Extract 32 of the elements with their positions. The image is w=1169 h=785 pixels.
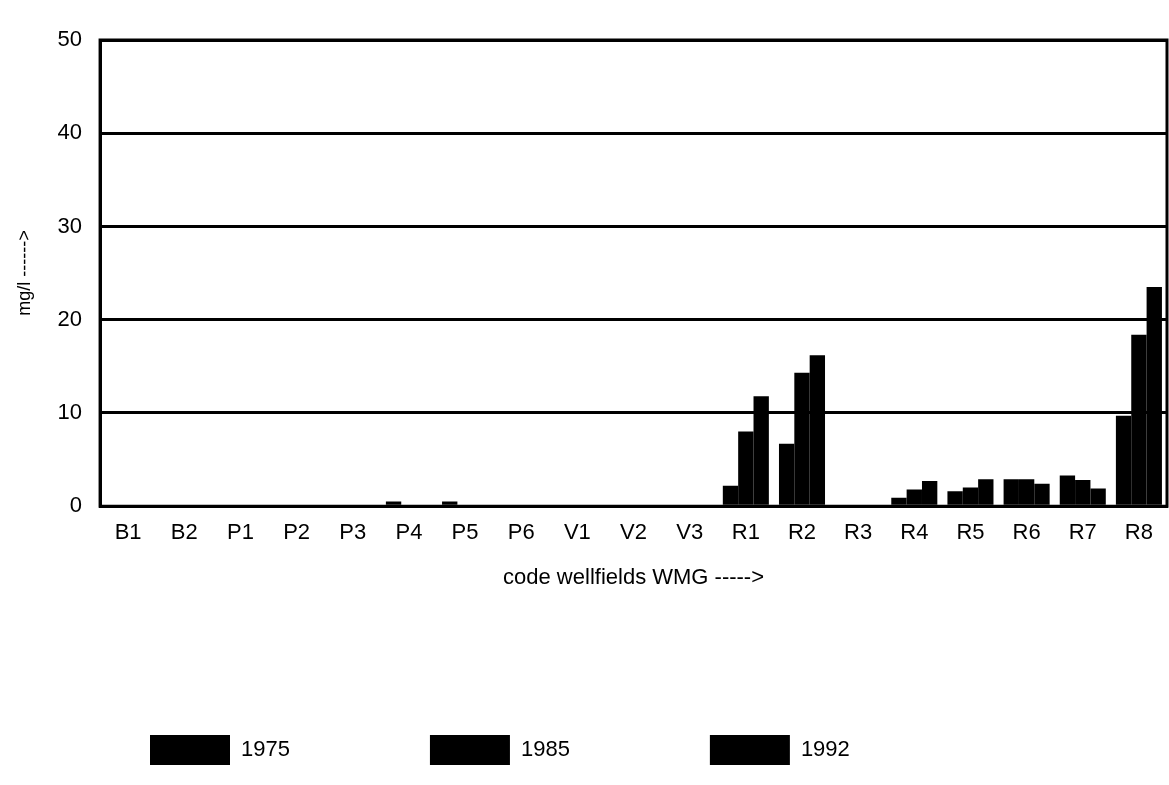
x-axis-title: code wellfields WMG -----> [503,563,765,589]
y-tick-label: 40 [57,119,83,145]
legend-label: 1975 [241,736,290,762]
x-tick-label: P2 [283,519,311,545]
x-tick-label: R8 [1124,519,1153,545]
bar [385,501,402,505]
y-tick-label: 20 [57,305,83,331]
x-tick-label: B1 [114,519,142,545]
y-tick-label: 0 [69,492,83,518]
x-tick-label: R6 [1012,519,1041,545]
x-tick-label: V2 [620,519,647,545]
x-tick-label: P3 [339,519,367,545]
x-tick-label: R3 [844,519,873,545]
legend-label: 1992 [800,736,850,762]
x-tick-label: R7 [1068,519,1097,545]
y-tick-label: 10 [57,399,83,425]
x-tick-label: P1 [227,519,254,545]
x-tick-label: P4 [395,519,423,545]
x-tick-label: V3 [676,519,704,545]
y-axis-title: mg/l ------> [13,230,34,316]
bar [442,501,458,505]
x-tick-label: R2 [787,519,817,545]
y-tick-label: 30 [57,212,83,238]
x-tick-label: R5 [956,519,985,545]
x-tick-label: R4 [900,519,929,545]
x-tick-label: P5 [451,519,479,545]
x-tick-label: P6 [507,519,535,545]
legend-label: 1985 [520,736,570,762]
x-tick-label: R1 [731,519,760,545]
y-tick-label: 50 [57,26,83,52]
x-tick-label: B2 [170,519,198,545]
x-tick-label: V1 [563,519,591,545]
